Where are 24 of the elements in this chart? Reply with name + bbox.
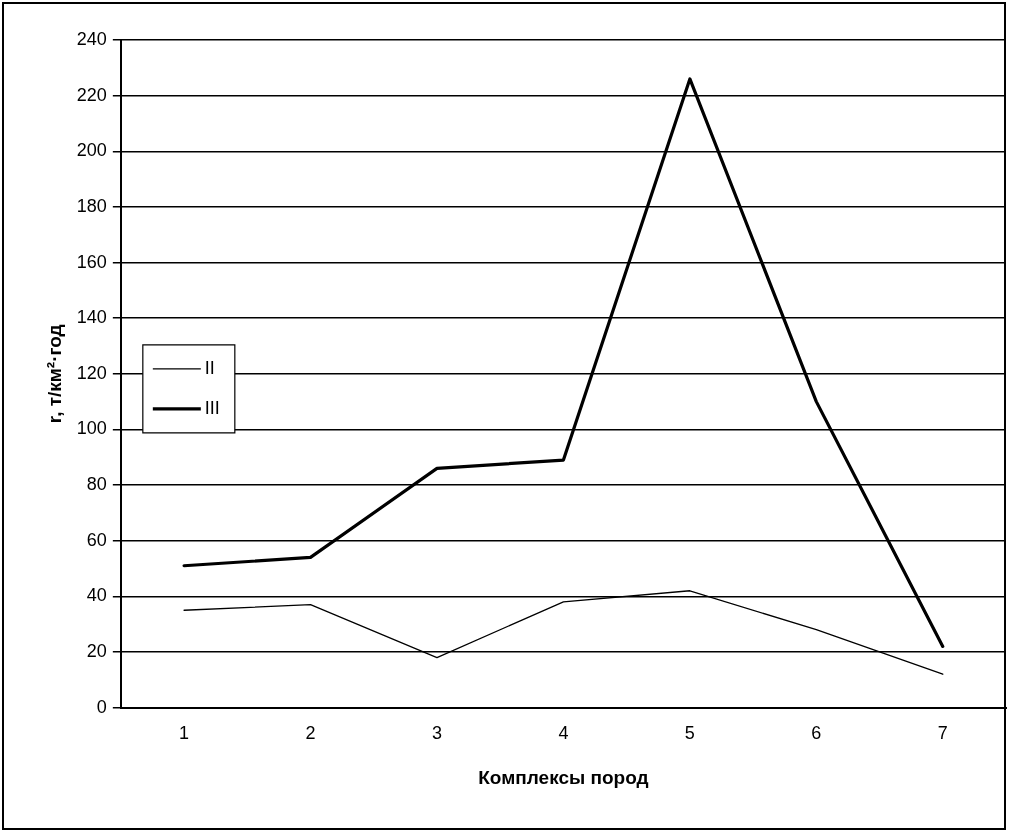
y-tick-label: 160 bbox=[76, 251, 107, 272]
y-tick-label: 140 bbox=[76, 307, 107, 328]
y-tick-label: 80 bbox=[86, 474, 107, 495]
y-axis-title: r, т/км²·год bbox=[43, 324, 65, 424]
y-tick-label: 100 bbox=[76, 418, 107, 439]
x-tick-label: 2 bbox=[305, 723, 316, 744]
x-tick-label: 7 bbox=[937, 723, 948, 744]
x-axis-title: Комплексы пород bbox=[478, 766, 649, 788]
legend-label: II bbox=[204, 357, 215, 378]
x-tick-label: 3 bbox=[431, 723, 442, 744]
x-tick-label: 5 bbox=[684, 723, 695, 744]
legend-label: III bbox=[204, 397, 220, 418]
y-tick-label: 120 bbox=[76, 362, 107, 383]
y-tick-label: 240 bbox=[76, 28, 107, 49]
y-tick-label: 200 bbox=[76, 140, 107, 161]
x-tick-label: 6 bbox=[811, 723, 822, 744]
y-tick-label: 220 bbox=[76, 84, 107, 105]
y-tick-label: 180 bbox=[76, 195, 107, 216]
x-tick-label: 4 bbox=[558, 723, 569, 744]
y-tick-label: 20 bbox=[86, 640, 107, 661]
y-tick-label: 60 bbox=[86, 529, 107, 550]
y-tick-label: 40 bbox=[86, 585, 107, 606]
x-tick-label: 1 bbox=[179, 723, 190, 744]
y-tick-label: 0 bbox=[96, 696, 107, 717]
